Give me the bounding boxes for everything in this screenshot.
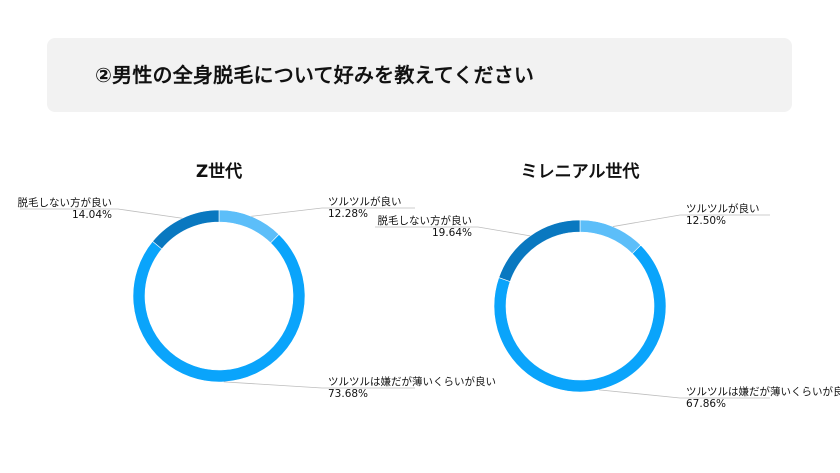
chart-title: Z世代 <box>196 161 242 182</box>
donut-slice-1 <box>218 209 280 244</box>
slice-value-label: 19.64% <box>432 227 472 239</box>
leader-line <box>612 214 770 227</box>
leader-line <box>375 226 531 237</box>
chart-title: ミレニアル世代 <box>521 161 640 182</box>
leader-line <box>599 389 770 399</box>
slice-value-label: 67.86% <box>686 398 726 410</box>
slice-label: ツルツルは嫌だが薄いくらいが良い <box>328 375 496 388</box>
slice-value-label: 73.68% <box>328 388 368 400</box>
slice-label: 脱毛しない方が良い <box>378 214 473 227</box>
donut-slice-2 <box>132 233 306 383</box>
slice-value-label: 14.04% <box>72 209 112 221</box>
donut-slice-3 <box>152 209 220 250</box>
slice-value-label: 12.28% <box>328 208 368 220</box>
slice-label: ツルツルは嫌だが薄いくらいが良い <box>686 385 840 398</box>
leader-line <box>251 207 415 217</box>
slice-label: ツルツルが良い <box>328 195 402 208</box>
leader-line <box>223 381 415 389</box>
donut-slice-3 <box>498 219 581 282</box>
slice-label: ツルツルが良い <box>686 202 760 215</box>
slice-label: 脱毛しない方が良い <box>18 196 113 209</box>
page-title: ②男性の全身脱毛について好みを教えてください <box>95 63 535 87</box>
title-panel: ②男性の全身脱毛について好みを教えてください <box>47 38 792 112</box>
donut-slice-1 <box>579 219 642 255</box>
donut-slice-2 <box>493 244 667 393</box>
slice-value-label: 12.50% <box>686 215 726 227</box>
leader-line <box>20 208 183 219</box>
